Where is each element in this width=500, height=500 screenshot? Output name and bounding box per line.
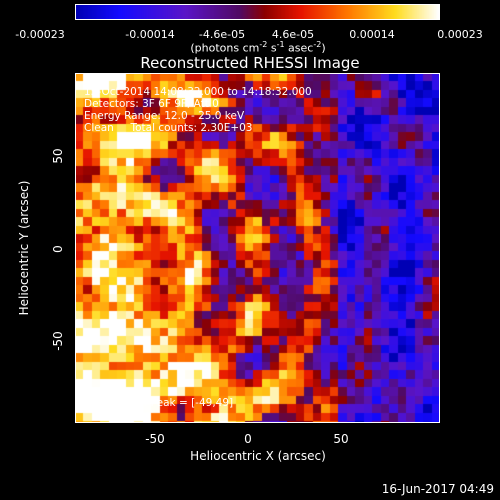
colorbar-tick: -0.00014 <box>125 28 175 41</box>
colorbar-tick: -0.00023 <box>15 28 65 41</box>
x-axis-label: Heliocentric X (arcsec) <box>190 449 326 463</box>
y-tick: 0 <box>51 245 65 253</box>
rhessi-image <box>75 73 440 423</box>
colorbar-tick: -4.6e-05 <box>198 28 246 41</box>
colorbar-tick: 0.00014 <box>349 28 395 41</box>
colorbar-tick: 4.6e-05 <box>271 28 315 41</box>
colorbar-unit: (photons cm-2 s-1 asec-2) <box>190 40 326 55</box>
x-tick: 50 <box>333 432 349 446</box>
y-tick: -50 <box>51 331 65 351</box>
info-time-range: 15-Oct-2014 14:08:32.000 to 14:18:32.000 <box>84 86 312 98</box>
info-energy-range: Energy Range: 12.0 - 25.0 keV <box>84 110 245 122</box>
x-tick: -50 <box>145 432 165 446</box>
info-detectors: Detectors: 3F 6F 9F, Att 0 <box>84 98 219 110</box>
x-tick: 0 <box>244 432 252 446</box>
colorbar <box>75 4 440 20</box>
y-tick: 50 <box>51 148 65 164</box>
y-axis-label: Heliocentric Y (arcsec) <box>17 180 31 316</box>
info-counts: Clean Total counts: 2.30E+03 <box>84 122 253 134</box>
timestamp: 16-Jun-2017 04:49 <box>381 482 494 496</box>
image-title: Reconstructed RHESSI Image <box>140 54 360 72</box>
info-peak-position: Position of Peak = [-49,49] <box>93 397 234 409</box>
colorbar-tick: 0.00023 <box>437 28 483 41</box>
